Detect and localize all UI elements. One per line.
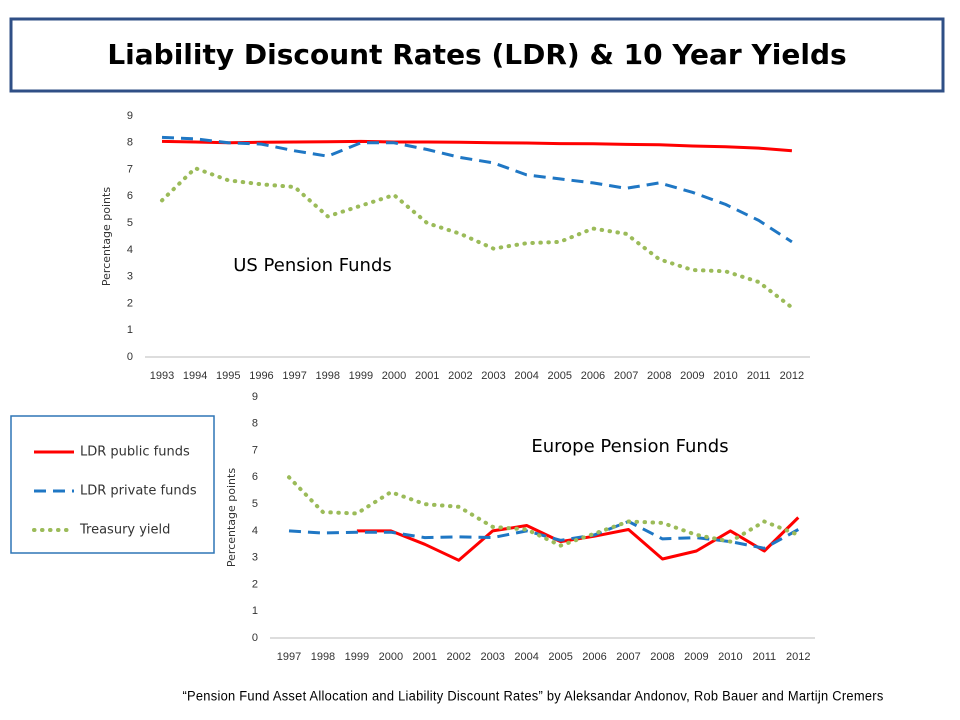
x-tick-label: 2010 bbox=[718, 651, 742, 663]
x-tick-label: 2002 bbox=[447, 651, 471, 663]
series-line bbox=[161, 135, 793, 244]
legend-label: Treasury yield bbox=[79, 523, 170, 538]
x-tick-label: 1997 bbox=[282, 370, 306, 382]
x-tick-label: 2003 bbox=[480, 651, 504, 663]
annotation-bg bbox=[515, 433, 745, 461]
y-tick-label: 3 bbox=[127, 271, 133, 283]
y-tick-label: 9 bbox=[252, 391, 258, 403]
x-tick-label: 1993 bbox=[150, 370, 174, 382]
y-tick-label: 8 bbox=[252, 418, 258, 430]
y-tick-label: 2 bbox=[127, 297, 133, 309]
x-tick-label: 2000 bbox=[382, 370, 406, 382]
x-tick-label: 1996 bbox=[249, 370, 273, 382]
annotation-bg bbox=[215, 252, 410, 280]
x-tick-label: 2008 bbox=[650, 651, 674, 663]
x-tick-label: 2000 bbox=[379, 651, 403, 663]
x-tick-label: 2001 bbox=[415, 370, 439, 382]
x-tick-label: 2008 bbox=[647, 370, 671, 382]
x-tick-label: 2007 bbox=[616, 651, 640, 663]
chart-annotation: Europe Pension Funds bbox=[531, 436, 728, 457]
x-tick-label: 2006 bbox=[581, 370, 605, 382]
x-tick-label: 1997 bbox=[277, 651, 301, 663]
y-tick-label: 4 bbox=[127, 244, 133, 256]
x-tick-label: 2006 bbox=[582, 651, 606, 663]
x-tick-label: 2005 bbox=[548, 651, 572, 663]
legend-label: LDR private funds bbox=[80, 484, 197, 499]
x-tick-label: 1999 bbox=[349, 370, 373, 382]
x-tick-label: 1995 bbox=[216, 370, 240, 382]
series-line bbox=[160, 166, 794, 310]
y-tick-label: 3 bbox=[252, 552, 258, 564]
slide-title: Liability Discount Rates (LDR) & 10 Year… bbox=[107, 38, 846, 71]
y-tick-label: 9 bbox=[127, 110, 133, 122]
x-tick-label: 2005 bbox=[548, 370, 572, 382]
y-tick-label: 5 bbox=[127, 217, 133, 229]
x-tick-label: 2007 bbox=[614, 370, 638, 382]
y-tick-label: 5 bbox=[252, 498, 258, 510]
y-tick-label: 4 bbox=[252, 525, 258, 537]
y-tick-label: 7 bbox=[252, 444, 258, 456]
x-tick-label: 2004 bbox=[514, 651, 538, 663]
y-tick-label: 6 bbox=[252, 471, 258, 483]
x-tick-label: 2011 bbox=[752, 651, 776, 663]
x-tick-label: 2012 bbox=[780, 370, 804, 382]
x-tick-label: 2004 bbox=[514, 370, 538, 382]
series-line bbox=[288, 520, 800, 550]
x-tick-label: 2012 bbox=[786, 651, 810, 663]
legend-label: LDR public funds bbox=[80, 445, 190, 460]
citation: “Pension Fund Asset Allocation and Liabi… bbox=[182, 688, 883, 704]
y-axis-label: Percentage points bbox=[100, 187, 113, 286]
y-tick-label: 8 bbox=[127, 137, 133, 149]
x-tick-label: 2011 bbox=[747, 370, 771, 382]
x-tick-label: 2009 bbox=[680, 370, 704, 382]
x-tick-label: 1998 bbox=[316, 370, 340, 382]
series-line bbox=[161, 139, 793, 153]
series-line bbox=[287, 475, 801, 548]
y-axis-label: Percentage points bbox=[225, 468, 238, 567]
y-tick-label: 2 bbox=[252, 578, 258, 590]
y-tick-label: 7 bbox=[127, 163, 133, 175]
title-box bbox=[9, 17, 945, 93]
chart-annotation: US Pension Funds bbox=[233, 255, 392, 276]
y-tick-label: 0 bbox=[127, 351, 133, 363]
x-tick-label: 1998 bbox=[311, 651, 335, 663]
x-tick-label: 2003 bbox=[481, 370, 505, 382]
x-tick-label: 1994 bbox=[183, 370, 207, 382]
x-tick-label: 2010 bbox=[713, 370, 737, 382]
y-tick-label: 0 bbox=[252, 632, 258, 644]
y-tick-label: 1 bbox=[127, 324, 133, 336]
x-tick-label: 2002 bbox=[448, 370, 472, 382]
legend-box bbox=[10, 415, 215, 554]
y-tick-label: 6 bbox=[127, 190, 133, 202]
x-tick-label: 2001 bbox=[413, 651, 437, 663]
y-tick-label: 1 bbox=[252, 605, 258, 617]
x-tick-label: 2009 bbox=[684, 651, 708, 663]
x-tick-label: 1999 bbox=[345, 651, 369, 663]
